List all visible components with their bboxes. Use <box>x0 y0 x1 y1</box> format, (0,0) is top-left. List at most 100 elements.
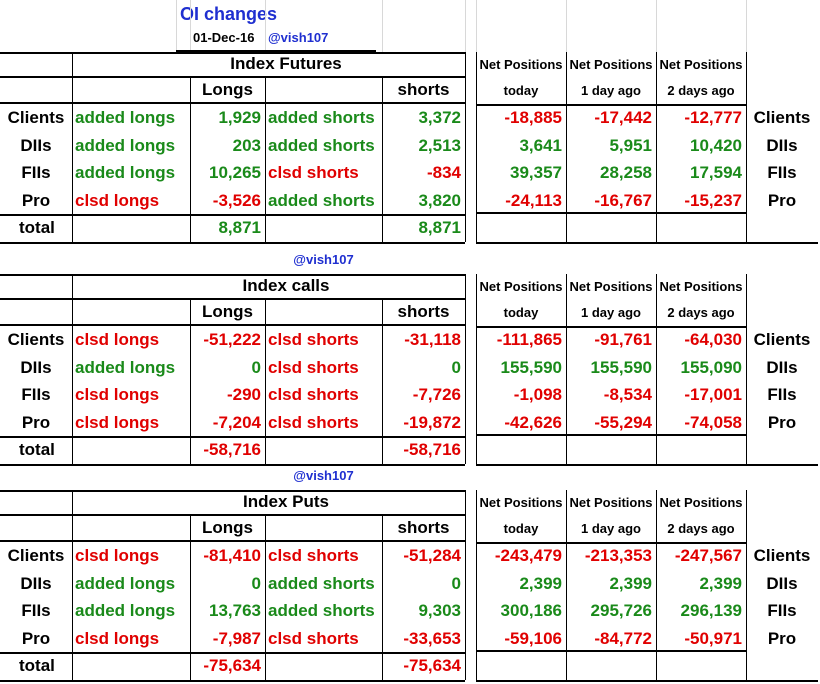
net-position-value: 2,399 <box>699 573 742 593</box>
border-line <box>0 274 465 276</box>
net-position-value: -59,106 <box>504 628 562 648</box>
border-line <box>0 324 465 326</box>
longs-header: Longs <box>202 80 253 99</box>
short-action: added shorts <box>268 601 375 620</box>
long-action: added longs <box>75 108 176 127</box>
short-value: -51,284 <box>403 546 461 565</box>
border-line <box>0 76 465 78</box>
total-shorts-value: -58,716 <box>403 440 461 459</box>
gridline <box>476 0 477 52</box>
long-value: 10,265 <box>209 163 261 182</box>
border-line <box>190 76 191 242</box>
short-value: -7,726 <box>412 385 461 404</box>
short-action: clsd shorts <box>268 357 359 377</box>
shorts-header: shorts <box>397 302 450 321</box>
gridline <box>176 0 177 52</box>
party-label: Pro <box>21 628 51 648</box>
today-header: today <box>503 83 539 98</box>
day1-header: 1 day ago <box>581 83 641 98</box>
long-value: 13,763 <box>209 601 261 620</box>
net-position-value: 3,641 <box>519 135 562 155</box>
short-action: clsd shorts <box>268 412 359 432</box>
short-value: 0 <box>451 357 461 377</box>
net-position-value: -8,534 <box>603 385 652 404</box>
border-line <box>0 464 465 466</box>
party-label-right: DIIs <box>766 135 798 155</box>
long-action: added longs <box>75 163 176 182</box>
border-line <box>0 436 465 438</box>
party-label: DIIs <box>20 135 52 155</box>
longs-header: Longs <box>202 518 253 537</box>
border-line <box>265 514 266 680</box>
net-position-value: -247,567 <box>674 546 742 565</box>
border-line <box>476 326 746 328</box>
border-line <box>0 298 465 300</box>
gridline <box>265 0 266 52</box>
border-line <box>476 542 746 544</box>
total-label: total <box>19 218 55 237</box>
net-position-value: 17,594 <box>690 163 742 182</box>
short-value: 0 <box>451 573 461 593</box>
net-position-value: -111,865 <box>496 330 562 349</box>
section-title: Index calls <box>242 276 330 295</box>
border-line <box>0 214 465 216</box>
border-line <box>476 490 477 680</box>
total-label: total <box>19 656 55 675</box>
net-position-value: -16,767 <box>594 190 652 210</box>
gridline <box>190 0 191 52</box>
long-value: -7,987 <box>212 628 261 648</box>
party-label-right: Clients <box>753 330 811 349</box>
border-line <box>476 242 818 244</box>
short-action: clsd shorts <box>268 385 359 404</box>
sheet-title: OI changes <box>180 4 278 24</box>
border-line <box>476 104 746 106</box>
total-longs-value: -58,716 <box>203 440 261 459</box>
short-action: added shorts <box>268 190 375 210</box>
net-position-value: -91,761 <box>594 330 652 349</box>
border-line <box>72 52 73 242</box>
border-line <box>476 274 477 464</box>
long-action: clsd longs <box>75 190 160 210</box>
longs-header: Longs <box>202 302 253 321</box>
party-label-right: Clients <box>753 546 811 565</box>
short-value: 3,820 <box>418 190 461 210</box>
border-line <box>72 490 73 680</box>
net-position-value: 300,186 <box>500 601 562 620</box>
party-label-right: FIIs <box>767 163 797 182</box>
short-value: 3,372 <box>418 108 461 127</box>
net-positions-header: Net Positions <box>479 57 563 72</box>
border-line <box>382 298 383 464</box>
net-position-value: -24,113 <box>505 190 562 210</box>
gridline <box>746 0 747 52</box>
net-position-value: 155,590 <box>500 357 562 377</box>
date-label: 01-Dec-16 <box>193 30 255 45</box>
short-action: clsd shorts <box>268 163 359 182</box>
net-positions-header: Net Positions <box>659 495 743 510</box>
short-value: -31,118 <box>404 330 461 349</box>
border-line <box>0 680 465 682</box>
short-value: 2,513 <box>418 135 461 155</box>
party-label-right: Pro <box>767 412 797 432</box>
shorts-header: shorts <box>397 518 450 537</box>
border-line <box>0 490 465 492</box>
long-value: 203 <box>232 135 261 155</box>
net-position-value: 296,139 <box>680 601 742 620</box>
net-position-value: -50,971 <box>684 628 742 648</box>
party-label: FIIs <box>21 163 51 182</box>
party-label: Pro <box>21 190 51 210</box>
day2-header: 2 days ago <box>667 521 735 536</box>
long-value: -81,410 <box>203 546 261 565</box>
border-line <box>0 540 465 542</box>
party-label: Clients <box>7 108 65 127</box>
border-line <box>0 652 465 654</box>
long-value: 1,929 <box>218 108 261 127</box>
party-label: Clients <box>7 330 65 349</box>
border-line <box>476 52 477 242</box>
border-line <box>382 76 383 242</box>
border-line <box>465 490 466 680</box>
long-value: 0 <box>251 357 261 377</box>
net-position-value: 295,726 <box>590 601 652 620</box>
net-positions-header: Net Positions <box>659 279 743 294</box>
gridline <box>465 0 466 52</box>
